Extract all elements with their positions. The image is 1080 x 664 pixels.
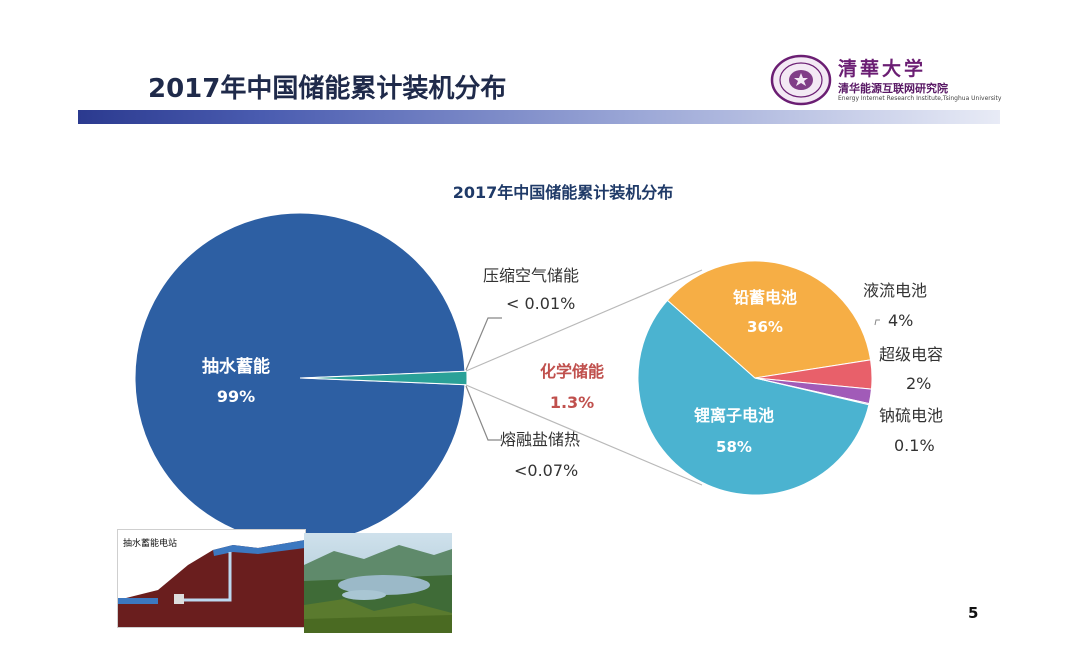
label-sodium-sulfur: 钠硫电池 (879, 406, 943, 425)
page-number: 5 (968, 604, 979, 622)
logo-institute-en: Energy Internet Research Institute,Tsing… (838, 95, 1002, 102)
value-supercapacitor: 2% (906, 374, 931, 393)
label-compressed-air: 压缩空气储能 (483, 266, 579, 285)
leader-line-molten-salt (465, 385, 502, 441)
title-underline-bar (78, 110, 1000, 124)
tsinghua-logo: 清華大学 清华能源互联网研究院 Energy Internet Research… (770, 52, 1001, 110)
slice-label-lead-acid: 铅蓄电池 (733, 288, 797, 307)
value-flow-battery: 4% (888, 311, 913, 330)
diagram-label: 抽水蓄能电站 (123, 539, 178, 549)
label-chemical-storage: 化学储能 (540, 362, 604, 381)
value-compressed-air: < 0.01% (506, 294, 575, 313)
main-pie-slice-pumped-hydro (134, 212, 466, 544)
value-molten-salt: <0.07% (514, 461, 578, 480)
slice-value-li-ion: 58% (716, 438, 752, 456)
reservoir-landscape-image (304, 533, 452, 633)
connector-line-bottom (465, 384, 703, 486)
value-chemical-storage: 1.3% (550, 393, 594, 412)
slice-label-li-ion: 锂离子电池 (694, 406, 774, 425)
label-molten-salt: 熔融盐储热 (500, 430, 580, 449)
slice-label-pumped-hydro: 抽水蓄能 (202, 356, 270, 377)
main-pie (134, 212, 468, 544)
label-flow-battery: 液流电池 (863, 281, 927, 300)
leader-line-small-slices (874, 319, 880, 326)
chemical-breakdown-pie (637, 260, 873, 496)
sub-pie-slice-lead-acid (666, 260, 872, 379)
slide-title: 2017年中国储能累计装机分布 (148, 74, 507, 104)
label-supercapacitor: 超级电容 (879, 345, 943, 364)
logo-calligraphy: 清華大学 (838, 58, 927, 80)
leader-line-compressed-air (465, 317, 502, 371)
sub-pie-slice-sodium-sulfur (754, 377, 870, 406)
chart-title: 2017年中国储能累计装机分布 (453, 183, 674, 202)
connector-line-top (465, 269, 703, 372)
main-pie-slice-chemical-storage (301, 370, 468, 386)
tsinghua-seal-icon (770, 54, 832, 106)
slice-value-lead-acid: 36% (747, 318, 783, 336)
reservoir-photo (304, 533, 452, 633)
value-sodium-sulfur: 0.1% (894, 436, 935, 455)
slice-value-pumped-hydro: 99% (217, 387, 255, 406)
logo-institute-cn: 清华能源互联网研究院 (838, 82, 948, 95)
pumped-hydro-diagram-image (118, 540, 305, 627)
pumped-hydro-diagram: 抽水蓄能电站 (117, 529, 306, 628)
sub-pie-slice-li-ion (637, 299, 870, 496)
